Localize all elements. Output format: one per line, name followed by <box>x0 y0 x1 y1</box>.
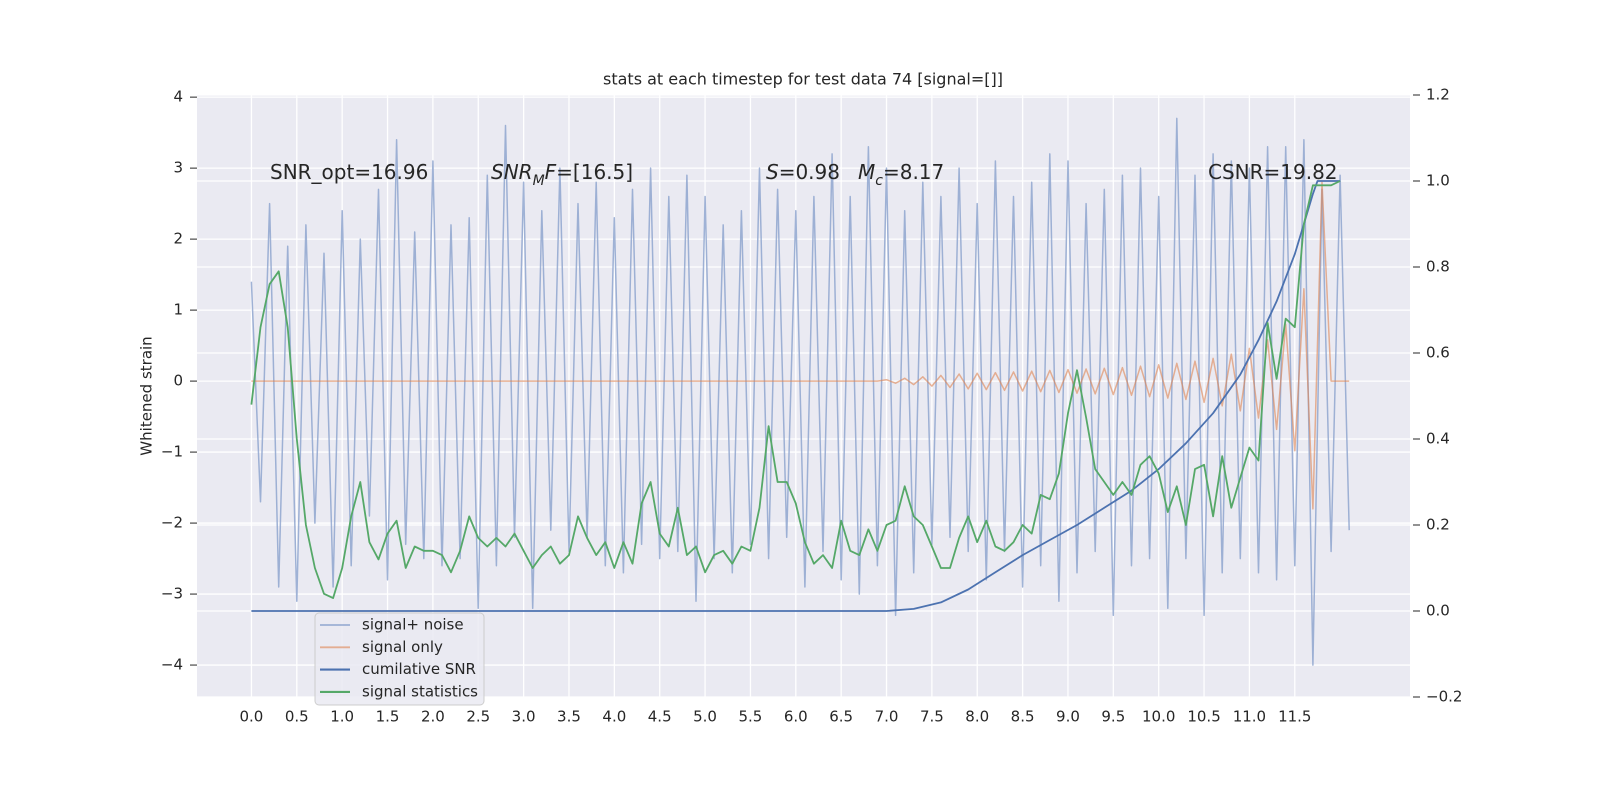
y-tick-label: 3 <box>173 159 183 177</box>
y2-tick-label: 0.8 <box>1426 258 1450 276</box>
annotation-part: SNR_opt=16.96 <box>270 160 428 184</box>
series-line <box>251 181 1350 510</box>
annotation-part: F <box>545 160 557 184</box>
legend-label: signal+ noise <box>362 616 464 634</box>
x-tick-label: 6.0 <box>784 708 808 726</box>
y2-tick-label: 0.6 <box>1426 344 1450 362</box>
x-tick-label: 8.5 <box>1011 708 1035 726</box>
x-tick-label: 2.0 <box>421 708 445 726</box>
x-tick-label: 11.0 <box>1233 708 1266 726</box>
chart-title: stats at each timestep for test data 74 … <box>603 70 1003 89</box>
y-tick-label: −2 <box>161 514 183 532</box>
annotation: SNR_opt=16.96 <box>270 160 428 184</box>
annotation-part: M <box>533 173 545 189</box>
x-tick-label: 3.0 <box>512 708 536 726</box>
annotation: CSNR=19.82 <box>1208 160 1338 184</box>
y2-tick-label: 0.2 <box>1426 516 1450 534</box>
annotation-part: M <box>858 160 875 184</box>
series-line <box>251 180 1341 612</box>
x-tick-label: 4.0 <box>602 708 626 726</box>
x-tick-label: 9.5 <box>1101 708 1125 726</box>
annotation-part: SNR <box>491 160 533 184</box>
x-tick-label: 5.5 <box>738 708 762 726</box>
legend-label: cumilative SNR <box>362 660 476 678</box>
annotation: S=0.98 <box>766 160 840 184</box>
y-tick-label: 2 <box>173 230 183 248</box>
legend-label: signal only <box>362 638 443 656</box>
annotation-part: S <box>766 160 779 184</box>
y-axis-label: Whitened strain <box>138 336 156 455</box>
y-tick-label: −1 <box>161 443 183 461</box>
x-tick-label: 7.0 <box>875 708 899 726</box>
x-tick-label: 7.5 <box>920 708 944 726</box>
x-tick-label: 2.5 <box>466 708 490 726</box>
annotation-part: =[16.5] <box>556 160 633 184</box>
series-line <box>250 117 1350 666</box>
x-tick-label: 11.5 <box>1278 708 1311 726</box>
annotation-part: CSNR=19.82 <box>1208 160 1338 184</box>
x-tick-label: 1.5 <box>376 708 400 726</box>
x-tick-label: 10.5 <box>1187 708 1220 726</box>
y-tick-label: 1 <box>173 301 183 319</box>
y2-tick-label: 0.4 <box>1426 430 1450 448</box>
legend-label: signal statistics <box>362 682 478 700</box>
annotation-part: =8.17 <box>883 160 944 184</box>
y-tick-label: 0 <box>173 372 183 390</box>
y-tick-label: −3 <box>161 585 183 603</box>
y-tick-label: −4 <box>161 656 183 674</box>
x-tick-label: 1.0 <box>330 708 354 726</box>
x-tick-label: 8.0 <box>965 708 989 726</box>
legend-box <box>314 612 485 706</box>
annotation-part: c <box>875 173 883 189</box>
y-tick-label: 4 <box>173 88 183 106</box>
plot-area <box>197 95 1410 697</box>
annotation: SNRMF=[16.5] <box>491 160 633 190</box>
x-tick-label: 0.5 <box>285 708 309 726</box>
x-tick-label: 3.5 <box>557 708 581 726</box>
x-tick-label: 6.5 <box>829 708 853 726</box>
legend: signal+ noise signal only cumilative SNR si… <box>314 612 485 706</box>
y2-tick-label: 1.0 <box>1426 172 1450 190</box>
marks <box>250 117 1350 666</box>
labels: 0.0 0.5 1.0 1.5 2.0 2.5 3.0 3.5 4.0 4.5 5.0 5.5 6.0 6… <box>161 86 1463 726</box>
annotation: Mc=8.17 <box>858 160 944 190</box>
y2-tick-label: 0.0 <box>1426 602 1450 620</box>
series-line <box>250 180 1341 599</box>
x-tick-label: 0.0 <box>240 708 264 726</box>
y2-tick-label: −0.2 <box>1426 688 1462 706</box>
x-tick-label: 10.0 <box>1142 708 1175 726</box>
annotation-part: =0.98 <box>779 160 840 184</box>
x-tick-label: 4.5 <box>648 708 672 726</box>
x-tick-label: 5.0 <box>693 708 717 726</box>
y2-tick-label: 1.2 <box>1426 86 1450 104</box>
x-tick-label: 9.0 <box>1056 708 1080 726</box>
